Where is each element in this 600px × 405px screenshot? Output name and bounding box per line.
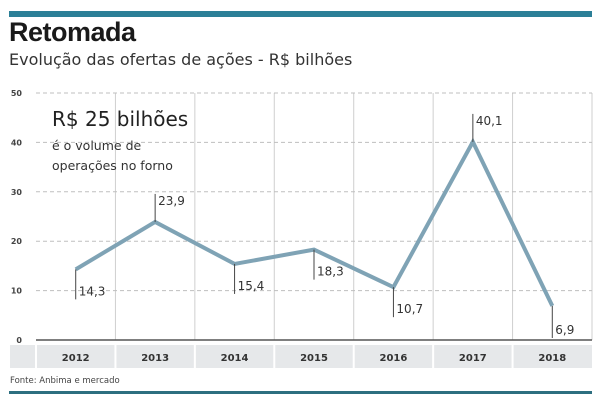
y-tick-label: 10: [11, 287, 23, 296]
y-tick-label: 40: [11, 138, 23, 147]
x-tick-label: 2014: [221, 353, 249, 364]
data-label: 6,9: [555, 323, 574, 337]
data-label: 10,7: [396, 302, 423, 316]
data-label: 23,9: [158, 194, 185, 208]
y-tick-label: 30: [11, 188, 23, 197]
x-tick-label: 2016: [380, 353, 408, 364]
header-accent-bar: [9, 11, 592, 17]
source-note: Fonte: Anbima e mercado: [10, 376, 120, 386]
y-tick-label: 50: [11, 89, 23, 98]
chart-title: Retomada: [9, 17, 136, 47]
x-axis: 2012 2013 2014 2015 2016 2017 2018: [10, 345, 592, 368]
data-labels: 14,3 23,9 15,4 18,3 10,7 40,1 6,9: [75, 113, 574, 338]
callout-headline: R$ 25 bilhões: [52, 107, 188, 131]
chart-subtitle: Evolução das ofertas de ações - R$ bilhõ…: [9, 50, 353, 69]
x-tick-label: 2017: [459, 353, 487, 364]
data-label: 15,4: [238, 279, 265, 293]
x-axis-band: [10, 345, 592, 368]
y-tick-label: 20: [11, 237, 23, 246]
callout-line-1: é o volume de: [52, 138, 142, 153]
data-label: 14,3: [79, 284, 106, 298]
data-label: 40,1: [476, 114, 503, 128]
callout-annotation: R$ 25 bilhões é o volume de operações no…: [52, 107, 188, 173]
x-tick-label: 2015: [300, 353, 328, 364]
y-tick-label: 0: [16, 336, 22, 345]
footer-rule: [9, 391, 592, 394]
y-axis: 0 10 20 30 40 50: [11, 89, 23, 345]
grid: [36, 92, 593, 341]
data-label: 18,3: [317, 265, 344, 279]
x-tick-label: 2012: [62, 353, 90, 364]
x-tick-label: 2018: [538, 353, 566, 364]
x-tick-label: 2013: [141, 353, 169, 364]
callout-line-2: operações no forno: [52, 158, 173, 173]
